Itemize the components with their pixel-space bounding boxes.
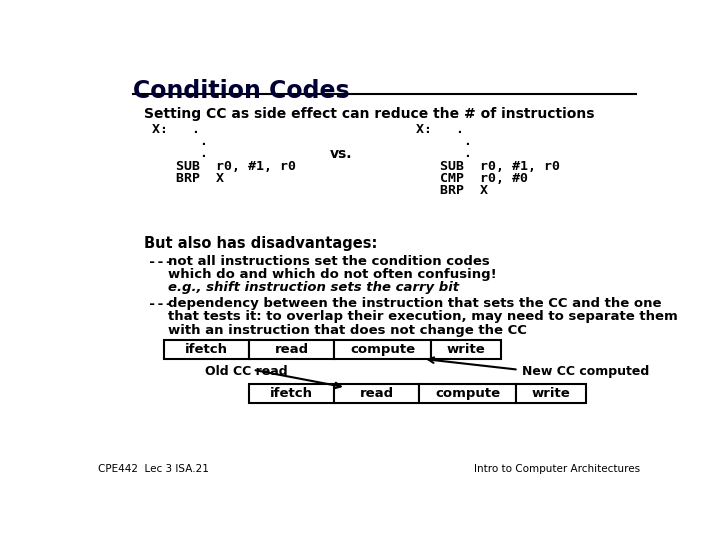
Text: BRP  X: BRP X	[415, 184, 487, 197]
Bar	[516, 384, 586, 403]
Bar	[419, 384, 516, 403]
Text: BRP  X: BRP X	[152, 172, 224, 185]
Text: X:   .: X: .	[415, 123, 464, 136]
Text: e.g., shift instruction sets the carry bit: e.g., shift instruction sets the carry b…	[168, 281, 459, 294]
Text: Old CC read: Old CC read	[204, 365, 287, 378]
Text: ifetch: ifetch	[185, 343, 228, 356]
Text: write: write	[532, 387, 570, 400]
Text: that tests it: to overlap their execution, may need to separate them: that tests it: to overlap their executio…	[168, 310, 678, 323]
Text: Condition Codes: Condition Codes	[132, 79, 349, 103]
Text: with an instruction that does not change the CC: with an instruction that does not change…	[168, 323, 526, 336]
Text: read: read	[274, 343, 309, 356]
Text: dependency between the instruction that sets the CC and the one: dependency between the instruction that …	[168, 298, 661, 310]
Text: write: write	[446, 343, 485, 356]
Text: New CC computed: New CC computed	[523, 365, 649, 378]
Text: CPE442  Lec 3 ISA.21: CPE442 Lec 3 ISA.21	[98, 464, 209, 475]
Text: X:   .: X: .	[152, 123, 200, 136]
Text: CMP  r0, #0: CMP r0, #0	[415, 172, 528, 185]
Text: SUB  r0, #1, r0: SUB r0, #1, r0	[415, 159, 559, 172]
Text: ---: ---	[148, 255, 174, 269]
Bar	[334, 384, 419, 403]
Text: .: .	[152, 147, 208, 160]
Text: which do and which do not often confusing!: which do and which do not often confusin…	[168, 268, 496, 281]
Text: .: .	[152, 135, 208, 148]
Bar	[249, 384, 334, 403]
Bar	[334, 340, 431, 359]
Text: not all instructions set the condition codes: not all instructions set the condition c…	[168, 255, 490, 268]
Text: .: .	[415, 147, 472, 160]
Text: SUB  r0, #1, r0: SUB r0, #1, r0	[152, 159, 296, 172]
Bar	[431, 340, 500, 359]
Bar	[249, 340, 334, 359]
Text: But also has disadvantages:: But also has disadvantages:	[144, 236, 377, 251]
Text: compute: compute	[350, 343, 415, 356]
Text: Intro to Computer Architectures: Intro to Computer Architectures	[474, 464, 640, 475]
Text: read: read	[360, 387, 394, 400]
Text: .: .	[415, 135, 472, 148]
Text: compute: compute	[436, 387, 500, 400]
Bar	[163, 340, 249, 359]
Text: Setting CC as side effect can reduce the # of instructions: Setting CC as side effect can reduce the…	[144, 107, 595, 121]
Text: vs.: vs.	[330, 147, 353, 161]
Text: ifetch: ifetch	[270, 387, 313, 400]
Text: ---: ---	[148, 298, 174, 312]
